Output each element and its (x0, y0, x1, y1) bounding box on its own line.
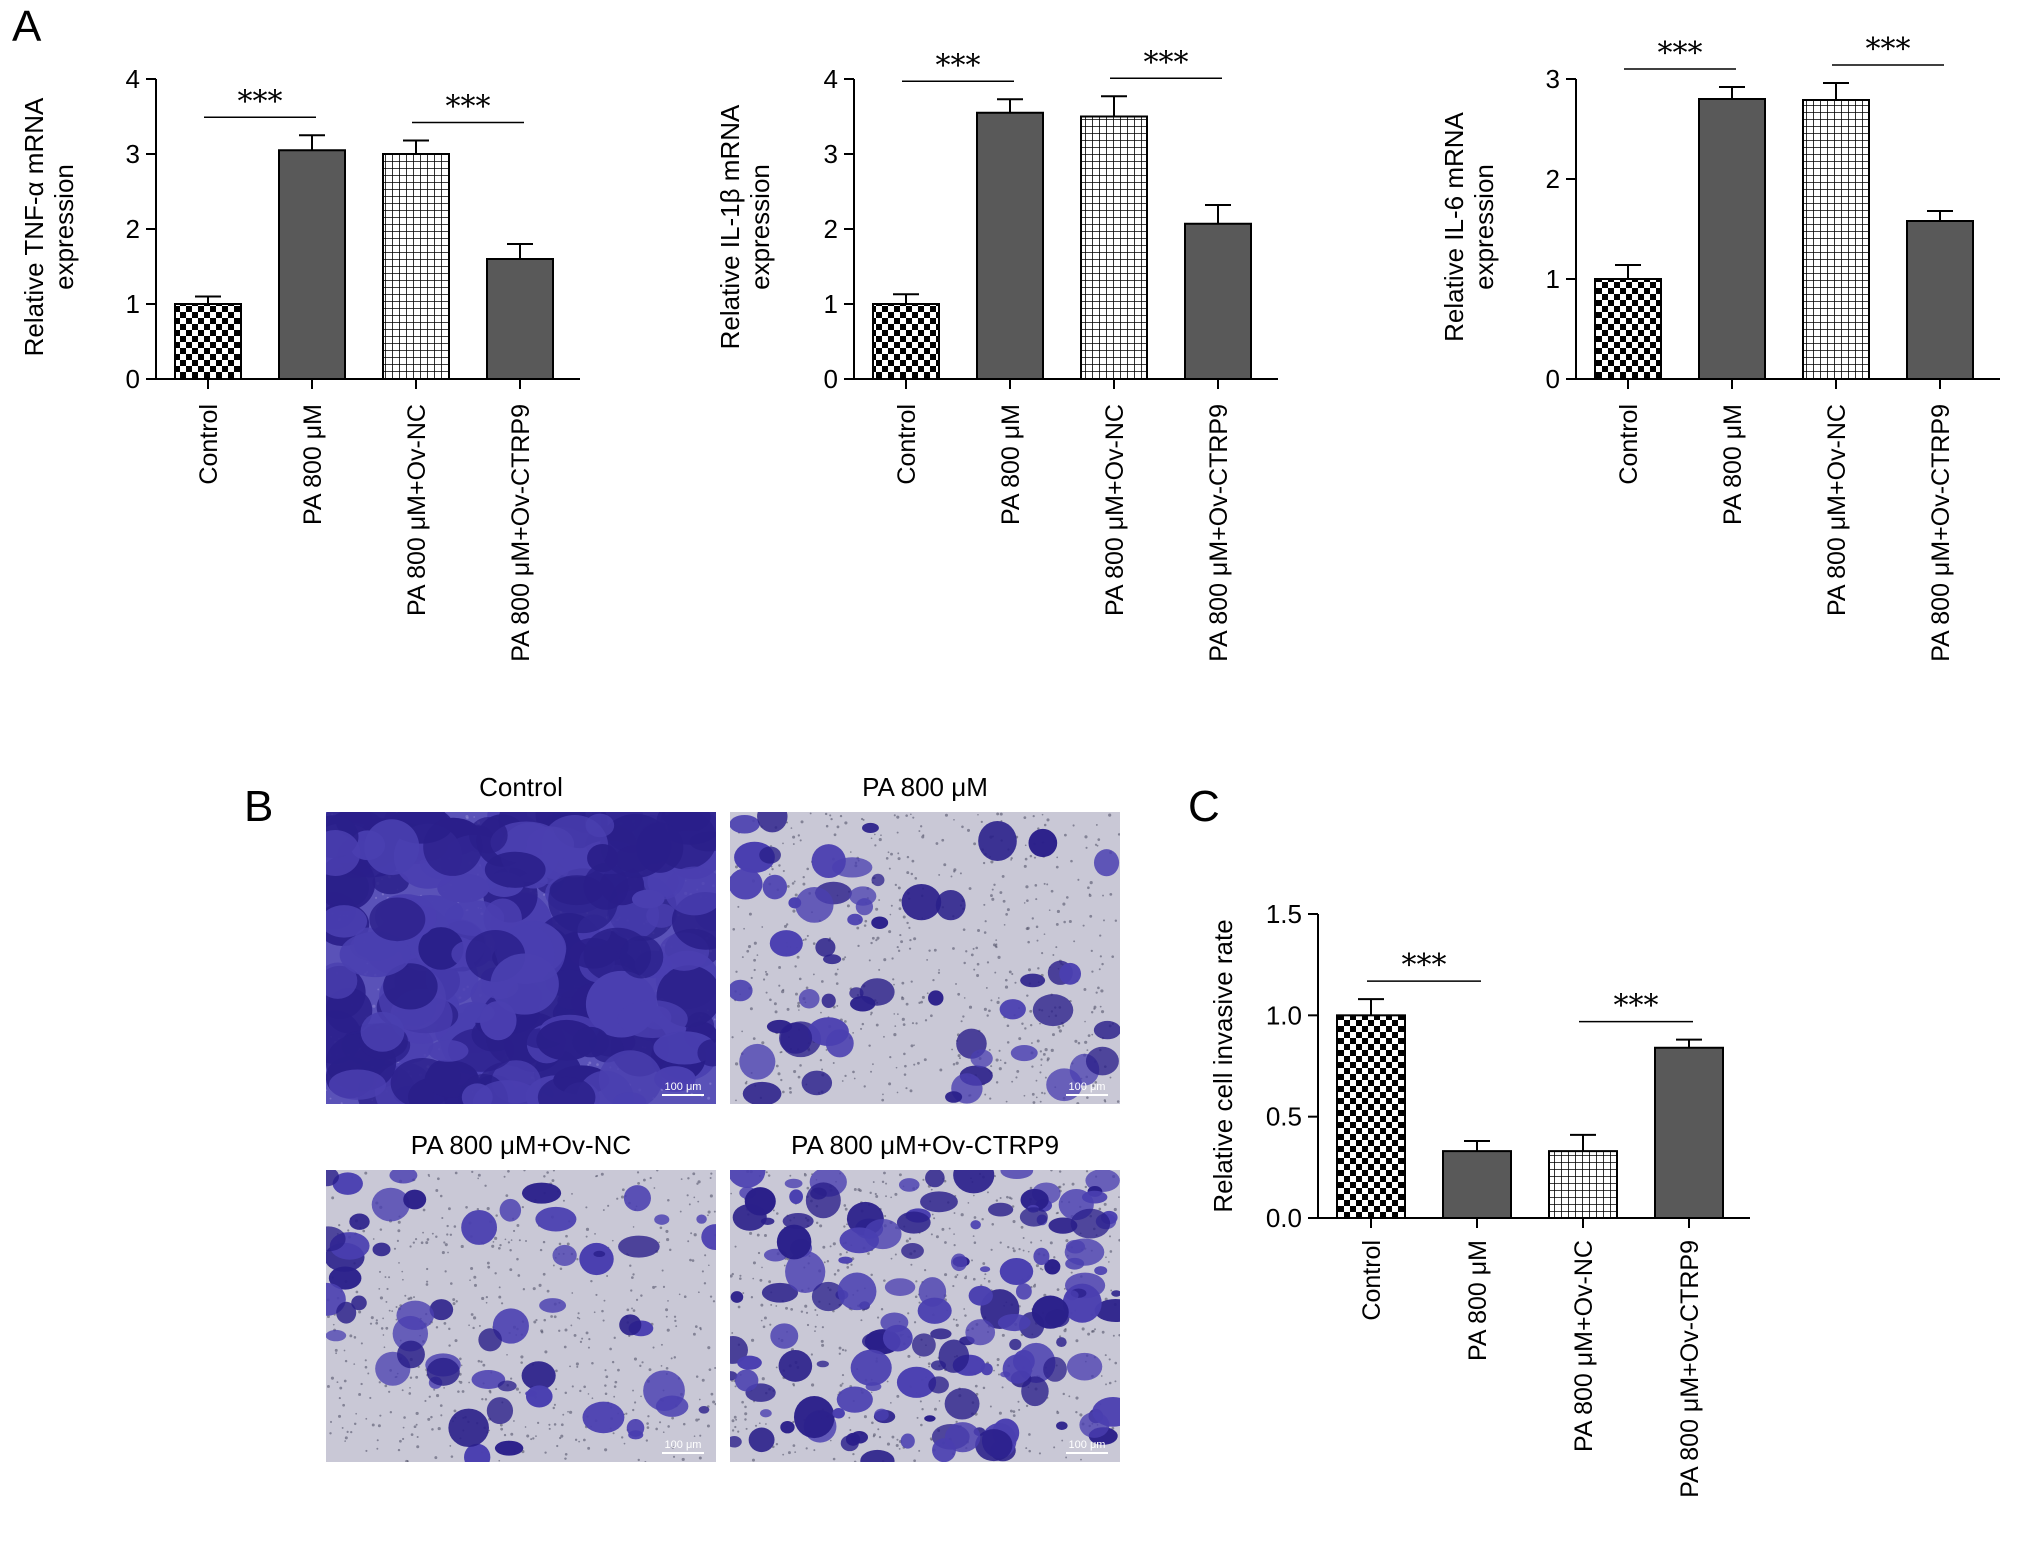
y-axis-label: Relative TNF-α mRNA (19, 97, 49, 356)
micrograph-title-pa800-ovctrp9: PA 800 μM+Ov-CTRP9 (790, 1130, 1060, 1160)
scale-bar: 100 μm (662, 1081, 704, 1096)
significance-stars: *** (1614, 989, 1659, 1024)
panel-label-c: C (1188, 782, 1220, 831)
y-tick-label: 1 (1546, 264, 1560, 294)
bar (976, 111, 1044, 380)
x-tick-label: Control (1358, 1240, 1386, 1321)
y-axis-label: expression (49, 164, 79, 290)
significance-stars: *** (1866, 32, 1911, 67)
x-tick-label: PA 800 μM+Ov-NC (1570, 1240, 1598, 1452)
y-tick-label: 2 (126, 214, 140, 244)
bar (1548, 1150, 1618, 1219)
micrograph-control: 100 μm (326, 812, 716, 1104)
x-tick-label: Control (195, 404, 223, 485)
bar (872, 303, 940, 380)
significance-stars: *** (446, 90, 491, 125)
y-axis-label: Relative IL-1β mRNA (715, 104, 745, 349)
x-tick-label: PA 800 μM (997, 404, 1025, 525)
y-axis-label: Relative cell invasive rate (1208, 919, 1238, 1212)
x-tick-label: PA 800 μM+Ov-NC (1823, 404, 1851, 616)
x-tick-label: Control (893, 404, 921, 485)
y-tick-label: 0.5 (1266, 1102, 1302, 1132)
significance-stars: *** (936, 48, 981, 83)
micrograph-title-control: Control (479, 772, 563, 802)
bar (1698, 98, 1766, 380)
y-axis-label: expression (745, 164, 775, 290)
bar (1442, 1150, 1512, 1219)
panel-label-b: B (244, 782, 274, 831)
micrograph-title-pa800-ovnc: PA 800 μM+Ov-NC (410, 1130, 632, 1160)
y-tick-label: 0.0 (1266, 1203, 1302, 1233)
bar (1336, 1014, 1406, 1219)
y-tick-label: 3 (1546, 64, 1560, 94)
y-tick-label: 3 (824, 139, 838, 169)
bar (1594, 278, 1662, 380)
significance-stars: *** (1658, 36, 1703, 71)
micrograph-image (326, 1170, 716, 1462)
scale-bar: 100 μm (1066, 1081, 1108, 1096)
y-tick-label: 1 (126, 289, 140, 319)
micrograph-image (730, 812, 1120, 1104)
significance-stars: *** (1402, 948, 1447, 983)
micrograph-image (730, 1170, 1120, 1462)
panel-label-a: A (12, 2, 42, 51)
y-tick-label: 3 (126, 139, 140, 169)
bar (1184, 222, 1252, 380)
y-tick-label: 0 (126, 364, 140, 394)
y-tick-label: 1.5 (1266, 899, 1302, 929)
micrograph-title-pa800: PA 800 μM (862, 772, 988, 802)
x-tick-label: PA 800 μM (1464, 1240, 1492, 1361)
bar (486, 258, 554, 380)
bar (174, 303, 242, 380)
x-tick-label: PA 800 μM+Ov-CTRP9 (1927, 404, 1955, 662)
y-tick-label: 0 (1546, 364, 1560, 394)
x-tick-label: PA 800 μM+Ov-CTRP9 (1676, 1240, 1704, 1498)
bar (1906, 220, 1974, 380)
y-axis-label: Relative IL-6 mRNA (1439, 111, 1469, 341)
significance-stars: *** (1144, 45, 1189, 80)
micrograph-pa800-ovctrp9: 100 μm (730, 1170, 1120, 1462)
y-tick-label: 4 (126, 64, 140, 94)
bar (1802, 99, 1870, 380)
y-tick-label: 2 (1546, 164, 1560, 194)
scale-bar: 100 μm (1066, 1439, 1108, 1454)
bar (1654, 1046, 1724, 1220)
y-tick-label: 0 (824, 364, 838, 394)
bar (382, 153, 450, 380)
x-tick-label: PA 800 μM+Ov-NC (1101, 404, 1129, 616)
x-tick-label: PA 800 μM (299, 404, 327, 525)
y-tick-label: 1.0 (1266, 1000, 1302, 1030)
micrograph-pa800-ovnc: 100 μm (326, 1170, 716, 1462)
bar (278, 149, 346, 380)
micrograph-pa800: 100 μm (730, 812, 1120, 1104)
significance-stars: *** (238, 84, 283, 119)
x-tick-label: PA 800 μM (1719, 404, 1747, 525)
micrograph-image (326, 812, 716, 1104)
x-tick-label: PA 800 μM+Ov-CTRP9 (1205, 404, 1233, 662)
y-tick-label: 4 (824, 64, 838, 94)
x-tick-label: PA 800 μM+Ov-NC (403, 404, 431, 616)
bar (1080, 115, 1148, 380)
y-tick-label: 1 (824, 289, 838, 319)
scale-bar: 100 μm (662, 1439, 704, 1454)
x-tick-label: Control (1615, 404, 1643, 485)
y-tick-label: 2 (824, 214, 838, 244)
y-axis-label: expression (1469, 164, 1499, 290)
x-tick-label: PA 800 μM+Ov-CTRP9 (507, 404, 535, 662)
